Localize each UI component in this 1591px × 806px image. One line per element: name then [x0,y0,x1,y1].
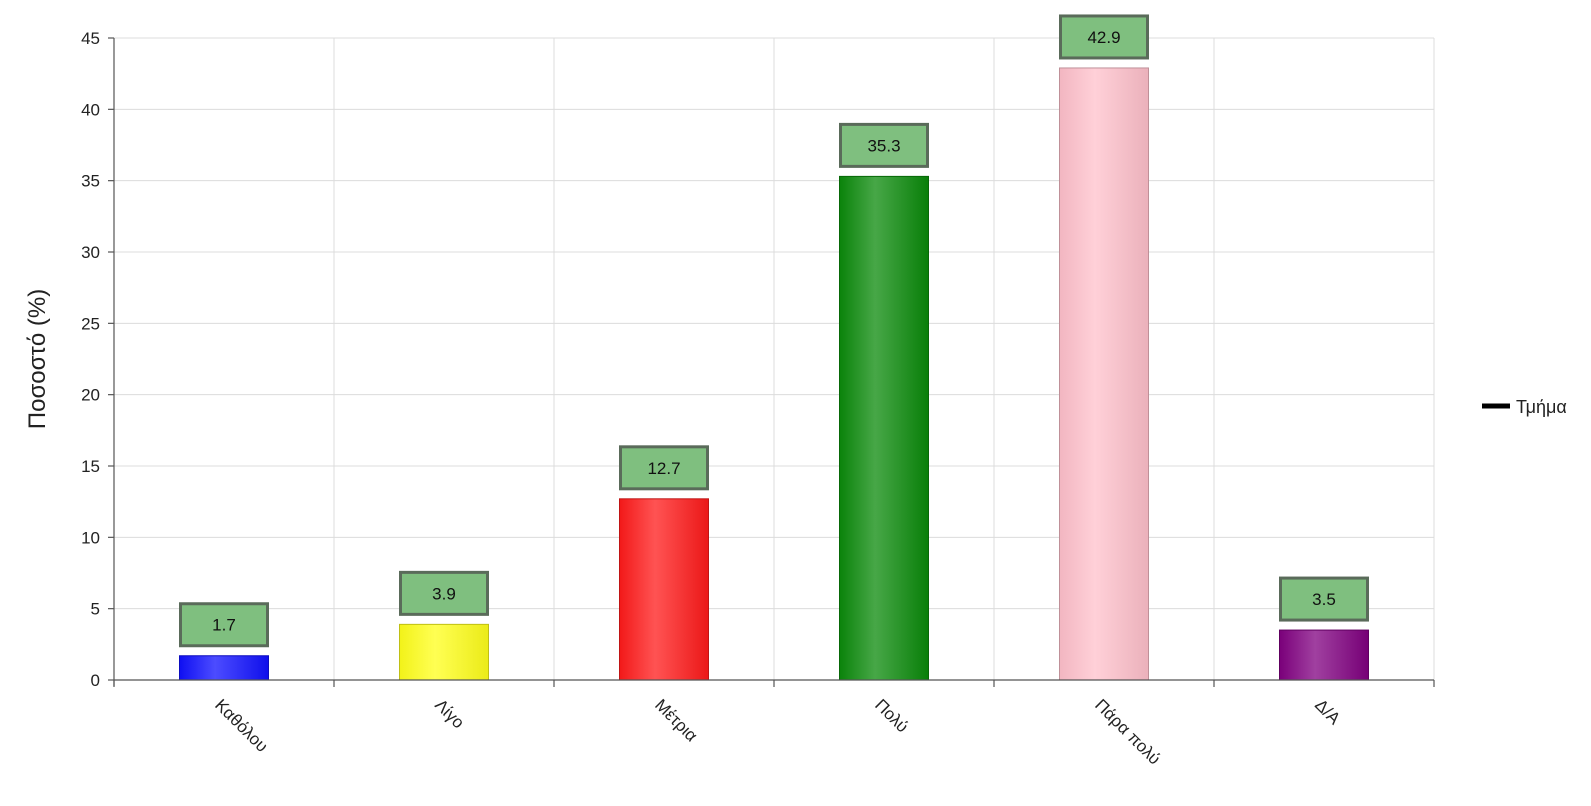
grid [114,37,1435,681]
bar [399,623,489,681]
bar [1059,67,1149,681]
axes: 0 5 10 15 20 25 30 35 40 45 Καθόλου Λίγο Μέτρια Πολύ Π… [81,29,1435,768]
data-label-box [399,570,489,616]
y-tick-label: 30 [81,243,100,262]
y-tick-label: 15 [81,457,100,476]
x-tick-label: Πολύ [871,695,912,736]
data-label-box [1059,14,1149,60]
x-tick-label: Καθόλου [211,695,271,755]
x-tick-label: Μέτρια [651,695,701,745]
bar [839,175,929,681]
data-labels: 1.7 3.9 12.7 35.3 42.9 3.5 [179,14,1369,648]
data-label: 3.9 [432,584,456,603]
bar [179,655,269,681]
y-tick-label: 25 [81,314,100,333]
y-tick-label: 0 [91,671,100,690]
legend-label: Τμήμα [1516,397,1567,417]
bar [619,498,709,681]
x-tick-label: Πάρα πολύ [1091,695,1164,768]
y-tick-label: 45 [81,29,100,48]
data-label-box [179,602,269,648]
y-tick-label: 20 [81,386,100,405]
y-tick-label: 40 [81,100,100,119]
data-label-box [839,122,929,168]
y-axis-label: Ποσοστό (%) [24,289,51,429]
x-tick-label: Λίγο [431,695,468,732]
x-tick-label: Δ/Α [1311,695,1344,728]
y-tick-label: 5 [91,600,100,619]
data-label: 1.7 [212,616,236,635]
y-tick-label: 35 [81,172,100,191]
bar [1279,629,1369,681]
y-tick-label: 10 [81,528,100,547]
data-label: 42.9 [1087,28,1120,47]
data-label: 3.5 [1312,590,1336,609]
data-label-box [1279,576,1369,622]
data-label: 35.3 [867,136,900,155]
legend: Τμήμα [1482,397,1567,417]
data-label-box [619,445,709,491]
bars [179,67,1369,681]
data-label: 12.7 [647,459,680,478]
